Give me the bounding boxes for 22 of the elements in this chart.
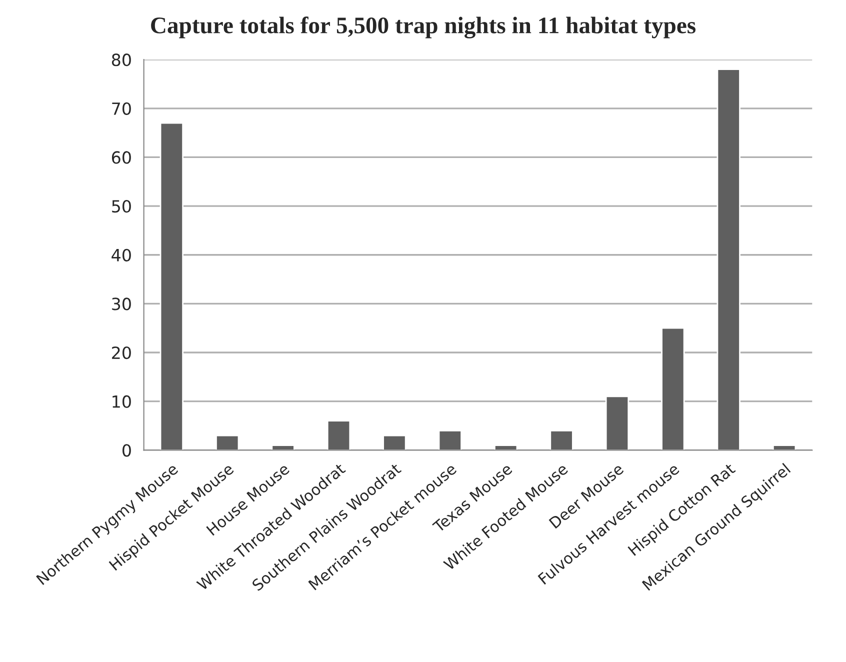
y-tick-label: 20	[112, 346, 131, 360]
bar	[160, 122, 184, 450]
bar	[772, 444, 796, 450]
y-tick-label: 70	[112, 102, 131, 115]
y-tick-label: 60	[112, 151, 131, 164]
bar	[494, 444, 518, 450]
bar	[550, 430, 574, 450]
bar	[716, 68, 740, 450]
bar	[271, 444, 295, 450]
y-tick-label: 50	[112, 200, 131, 213]
bar	[605, 396, 630, 450]
y-tick-label: 80	[112, 54, 131, 66]
bar	[438, 430, 462, 450]
y-tick-label: 30	[112, 298, 131, 310]
bar	[661, 327, 685, 450]
bar	[382, 434, 406, 450]
chart-title: Capture totals for 5,500 trap nights in 11 habitat types	[151, 16, 696, 38]
bar	[326, 420, 351, 450]
y-tick-label: 0	[122, 444, 131, 457]
y-tick-label: 40	[112, 248, 131, 262]
bar	[216, 434, 240, 450]
y-tick-label: 10	[112, 395, 131, 408]
